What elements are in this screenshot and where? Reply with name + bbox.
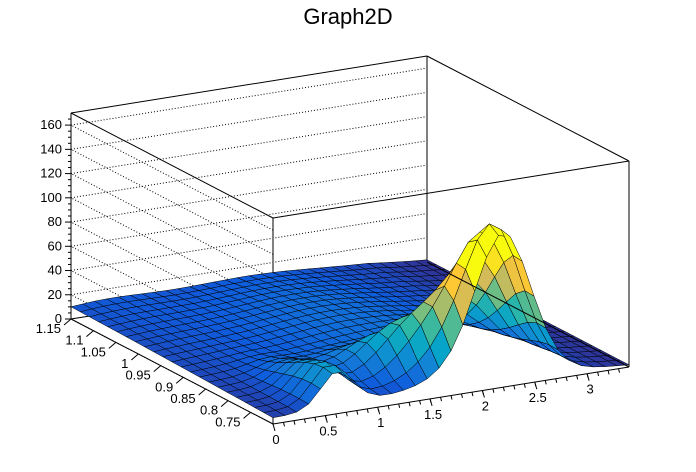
y-tick — [131, 353, 139, 361]
y-tick — [86, 330, 94, 338]
z-tick-label: 80 — [48, 214, 62, 229]
z-tick-label: 140 — [40, 141, 62, 156]
x-minor-tick — [502, 386, 505, 392]
z-tick-label: 40 — [48, 263, 62, 278]
x-tick-label: 1 — [377, 415, 384, 430]
x-minor-tick — [419, 400, 422, 405]
x-minor-tick — [293, 420, 296, 425]
y-tick — [153, 365, 162, 373]
gridline — [70, 140, 428, 199]
x-minor-tick — [586, 373, 589, 378]
y-tick-label: 1.1 — [65, 333, 83, 348]
y-tick — [220, 400, 229, 408]
gridline — [70, 188, 428, 247]
x-minor-tick — [429, 398, 432, 403]
z-tick-label: 60 — [48, 238, 62, 253]
frame-edge — [70, 112, 274, 219]
gridline — [70, 124, 274, 231]
frame-edge — [70, 55, 428, 114]
gridline — [70, 173, 274, 280]
gridline — [70, 245, 274, 352]
x-axis: 0 0.5 1 1.5 2 2.5 3 — [272, 368, 621, 447]
y-tick — [175, 376, 184, 384]
y-tick-label: 1.05 — [81, 344, 106, 359]
y-tick — [108, 341, 117, 349]
x-minor-tick — [555, 378, 558, 383]
x-minor-tick — [303, 418, 306, 424]
gridline — [70, 197, 274, 304]
x-minor-tick — [335, 413, 338, 419]
gridline — [70, 318, 274, 425]
x-minor-tick — [324, 415, 327, 420]
x-tick-label: 3 — [587, 382, 594, 397]
gridline — [70, 148, 274, 255]
gridline — [70, 67, 428, 126]
y-tick — [63, 318, 72, 326]
x-minor-tick — [481, 390, 484, 395]
y-tick-label: 1.15 — [36, 321, 61, 336]
surface-mesh — [70, 223, 630, 418]
x-minor-tick — [387, 405, 390, 410]
gridline — [70, 237, 428, 296]
x-minor-tick — [408, 402, 411, 407]
frame-edge — [272, 160, 630, 219]
z-axis: 0 20 40 60 80 100 120 140 160 — [40, 117, 71, 326]
gridline — [70, 91, 428, 150]
y-tick — [243, 411, 251, 419]
x-tick-label: 2 — [482, 398, 489, 413]
x-minor-tick — [440, 397, 443, 402]
y-tick-label: 0.9 — [155, 379, 173, 394]
x-tick-label: 1.5 — [424, 407, 442, 422]
x-minor-tick — [471, 392, 474, 397]
y-tick — [198, 388, 206, 396]
y-tick-label: 1 — [121, 356, 128, 371]
x-minor-tick — [618, 368, 621, 373]
x-tick — [272, 423, 276, 432]
z-tick-label: 100 — [40, 190, 62, 205]
x-minor-tick — [597, 371, 600, 377]
x-minor-tick — [314, 417, 317, 422]
x-minor-tick — [534, 381, 537, 387]
z-tick-label: 120 — [40, 166, 62, 181]
x-tick-label: 0 — [272, 432, 279, 447]
x-minor-tick — [450, 395, 453, 400]
x-minor-tick — [576, 375, 579, 380]
z-tick-label: 160 — [40, 117, 62, 132]
gridline — [70, 164, 428, 223]
x-minor-tick — [607, 370, 610, 375]
x-minor-tick — [544, 380, 547, 385]
frame-edge — [426, 261, 630, 368]
y-tick-label: 0.85 — [170, 391, 195, 406]
z-tick-label: 20 — [48, 287, 62, 302]
x-minor-tick — [492, 388, 495, 393]
gridline — [70, 213, 428, 272]
y-axis: 0.750.8 0.850.9 0.951 1.051.1 1.15 — [36, 318, 251, 429]
x-minor-tick — [282, 422, 285, 427]
x-tick-label: 2.5 — [529, 390, 547, 405]
y-tick-label: 0.8 — [200, 403, 218, 418]
y-tick-label: 0.75 — [215, 414, 240, 429]
x-minor-tick — [345, 412, 348, 417]
frame-edge — [426, 55, 630, 162]
gridline — [70, 221, 274, 328]
gridline — [70, 116, 428, 175]
x-minor-tick — [398, 403, 401, 409]
gridline — [70, 270, 274, 376]
x-minor-tick — [513, 385, 516, 390]
x-minor-tick — [523, 383, 526, 388]
y-tick-label: 0.95 — [125, 368, 150, 383]
x-minor-tick — [356, 410, 359, 415]
z-tick-label: 0 — [55, 311, 62, 326]
x-minor-tick — [565, 376, 568, 382]
z-gridlines — [70, 67, 428, 425]
x-minor-tick — [377, 407, 380, 412]
x-minor-tick — [460, 393, 463, 398]
chart-title: Graph2D — [303, 4, 392, 29]
x-minor-tick — [366, 408, 369, 414]
x-tick-label: 0.5 — [319, 424, 337, 439]
